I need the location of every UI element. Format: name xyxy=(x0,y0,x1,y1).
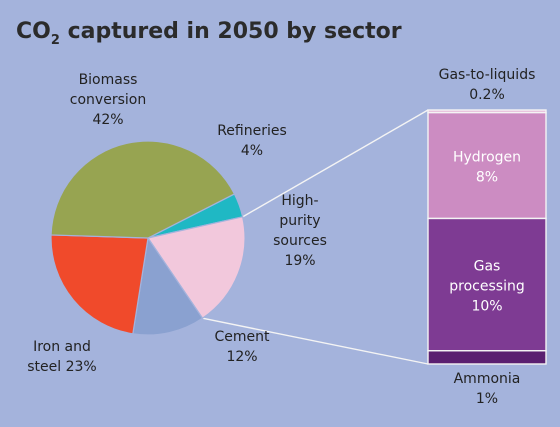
connector-bottom xyxy=(202,317,429,365)
bar-segment-gas-processing xyxy=(427,217,547,352)
stacked-bar xyxy=(427,109,547,365)
pie-slice-high-purity xyxy=(147,216,246,320)
connector-lines xyxy=(202,109,429,365)
chart-title: CO2 captured in 2050 by sector xyxy=(16,19,402,48)
bar-segment-hydrogen xyxy=(427,111,547,220)
label-hydrogen: Hydrogen 8% xyxy=(453,150,521,186)
label-gas-to-liquids: Gas-to-liquids 0.2% xyxy=(439,67,536,103)
title-rest: captured in 2050 by sector xyxy=(60,19,402,44)
pie-slice-cement xyxy=(132,236,204,336)
label-gas-processing: Gas processing 10% xyxy=(449,259,524,315)
connector-top xyxy=(242,109,429,218)
pie-slice-biomass xyxy=(50,140,236,239)
label-ammonia: Ammonia 1% xyxy=(454,371,521,407)
label-cement: Cement 12% xyxy=(214,329,270,365)
label-biomass: Biomass conversion 42% xyxy=(70,72,146,128)
title-main: CO xyxy=(16,19,51,44)
bar-segment-ammonia xyxy=(427,350,547,365)
label-high-purity: High-purity sources 19% xyxy=(273,193,327,269)
label-refineries: Refineries 4% xyxy=(217,123,287,159)
pie-chart xyxy=(50,140,246,336)
label-iron-steel: Iron and steel 23% xyxy=(27,339,96,375)
pie-slice-iron-steel xyxy=(50,234,149,335)
title-subscript: 2 xyxy=(51,33,60,48)
chart-labels: Biomass conversion 42% Refineries 4% High-pur… xyxy=(27,67,535,407)
